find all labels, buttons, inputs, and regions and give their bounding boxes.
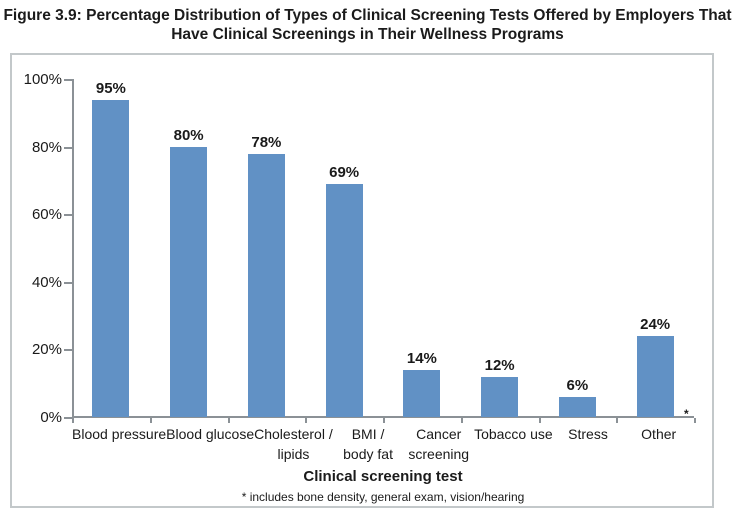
x-tick-mark <box>460 418 463 423</box>
x-tick-mark <box>72 418 74 423</box>
figure-title: Figure 3.9: Percentage Distribution of T… <box>0 6 735 44</box>
x-category-label: Cholesterol / lipids <box>254 426 333 462</box>
x-category-label: BMI / body fat <box>343 426 393 462</box>
y-axis-line <box>72 79 74 418</box>
x-tick-mark <box>305 418 308 423</box>
x-tick-mark <box>149 418 152 423</box>
bar <box>403 370 441 417</box>
figure-title-line-1: Figure 3.9: Percentage Distribution of T… <box>3 7 732 24</box>
x-category-label: Stress <box>568 426 608 442</box>
y-tick-label: 60% <box>31 206 62 224</box>
axis-asterisk-annotation: * <box>684 407 689 421</box>
x-category-slot: BMI / body fat <box>333 425 404 464</box>
x-category-slot: Cholesterol / lipids <box>254 425 333 464</box>
bar <box>247 154 285 417</box>
x-tick-mark <box>694 418 696 423</box>
x-axis-line <box>72 416 694 418</box>
y-tick-label: 40% <box>31 273 62 291</box>
y-tick-mark <box>64 79 72 81</box>
footnote: * includes bone density, general exam, v… <box>241 490 525 504</box>
x-category-slot: Cancer screening <box>403 425 474 464</box>
bar <box>558 397 596 417</box>
x-category-label: Cancer screening <box>408 426 470 462</box>
bar <box>92 100 130 417</box>
x-axis-category-labels: Blood pressure Blood glucose Cholesterol /… <box>72 425 694 464</box>
x-axis-title: Clinical screening test <box>303 468 463 485</box>
x-category-slot: Other <box>623 425 694 445</box>
bar-slot: 6% <box>539 80 617 417</box>
x-category-label: Blood pressure <box>72 426 167 442</box>
plot-area: 95% 80% 78% 69% 14% 12% 6% 24% <box>72 80 694 417</box>
chart-frame: 95% 80% 78% 69% 14% 12% 6% 24% Blood pressure Bl… <box>10 53 714 508</box>
bar-value-label: 12% <box>484 357 515 374</box>
x-category-label: Blood glucose <box>166 426 255 442</box>
y-tick-mark <box>64 214 72 217</box>
x-category-slot: Stress <box>553 425 624 445</box>
bar-value-label: 69% <box>329 164 360 181</box>
y-tick-label: 0% <box>40 409 62 426</box>
x-tick-mark <box>538 418 541 423</box>
figure-title-line-2: Have Clinical Screenings in Their Wellne… <box>171 26 564 43</box>
bar-value-label: 24% <box>640 316 671 333</box>
x-category-label: Other <box>641 426 677 442</box>
y-tick-label: 20% <box>31 341 62 359</box>
bar-slot: 95% <box>72 80 150 417</box>
bar-value-label: 6% <box>566 377 589 394</box>
x-category-slot: Blood pressure <box>72 425 166 445</box>
bar-slot: 69% <box>305 80 383 417</box>
x-tick-mark <box>383 418 385 423</box>
bar-slot: 14% <box>383 80 461 417</box>
bar <box>170 147 208 417</box>
x-tick-mark <box>616 418 619 423</box>
bar <box>481 377 519 417</box>
bar-value-label: 78% <box>251 134 282 151</box>
x-tick-mark <box>227 418 230 423</box>
y-tick-mark <box>64 146 72 149</box>
bar-value-label: 95% <box>95 80 126 97</box>
y-tick-label: 100% <box>23 71 62 88</box>
x-category-slot: Tobacco use <box>474 425 553 445</box>
bar <box>636 336 674 417</box>
bar-slot: 80% <box>150 80 228 417</box>
y-tick-mark <box>64 281 72 284</box>
y-tick-mark <box>64 417 72 419</box>
bar-value-label: 14% <box>406 350 437 367</box>
x-category-slot: Blood glucose <box>166 425 254 445</box>
y-tick-mark <box>64 349 72 352</box>
bar-slot: 78% <box>228 80 306 417</box>
y-tick-label: 80% <box>31 138 62 156</box>
bar-value-label: 80% <box>173 127 204 144</box>
bar-slot: 24% <box>616 80 694 417</box>
bar-slot: 12% <box>461 80 539 417</box>
x-category-label: Tobacco use <box>474 426 553 442</box>
bar <box>325 184 363 417</box>
